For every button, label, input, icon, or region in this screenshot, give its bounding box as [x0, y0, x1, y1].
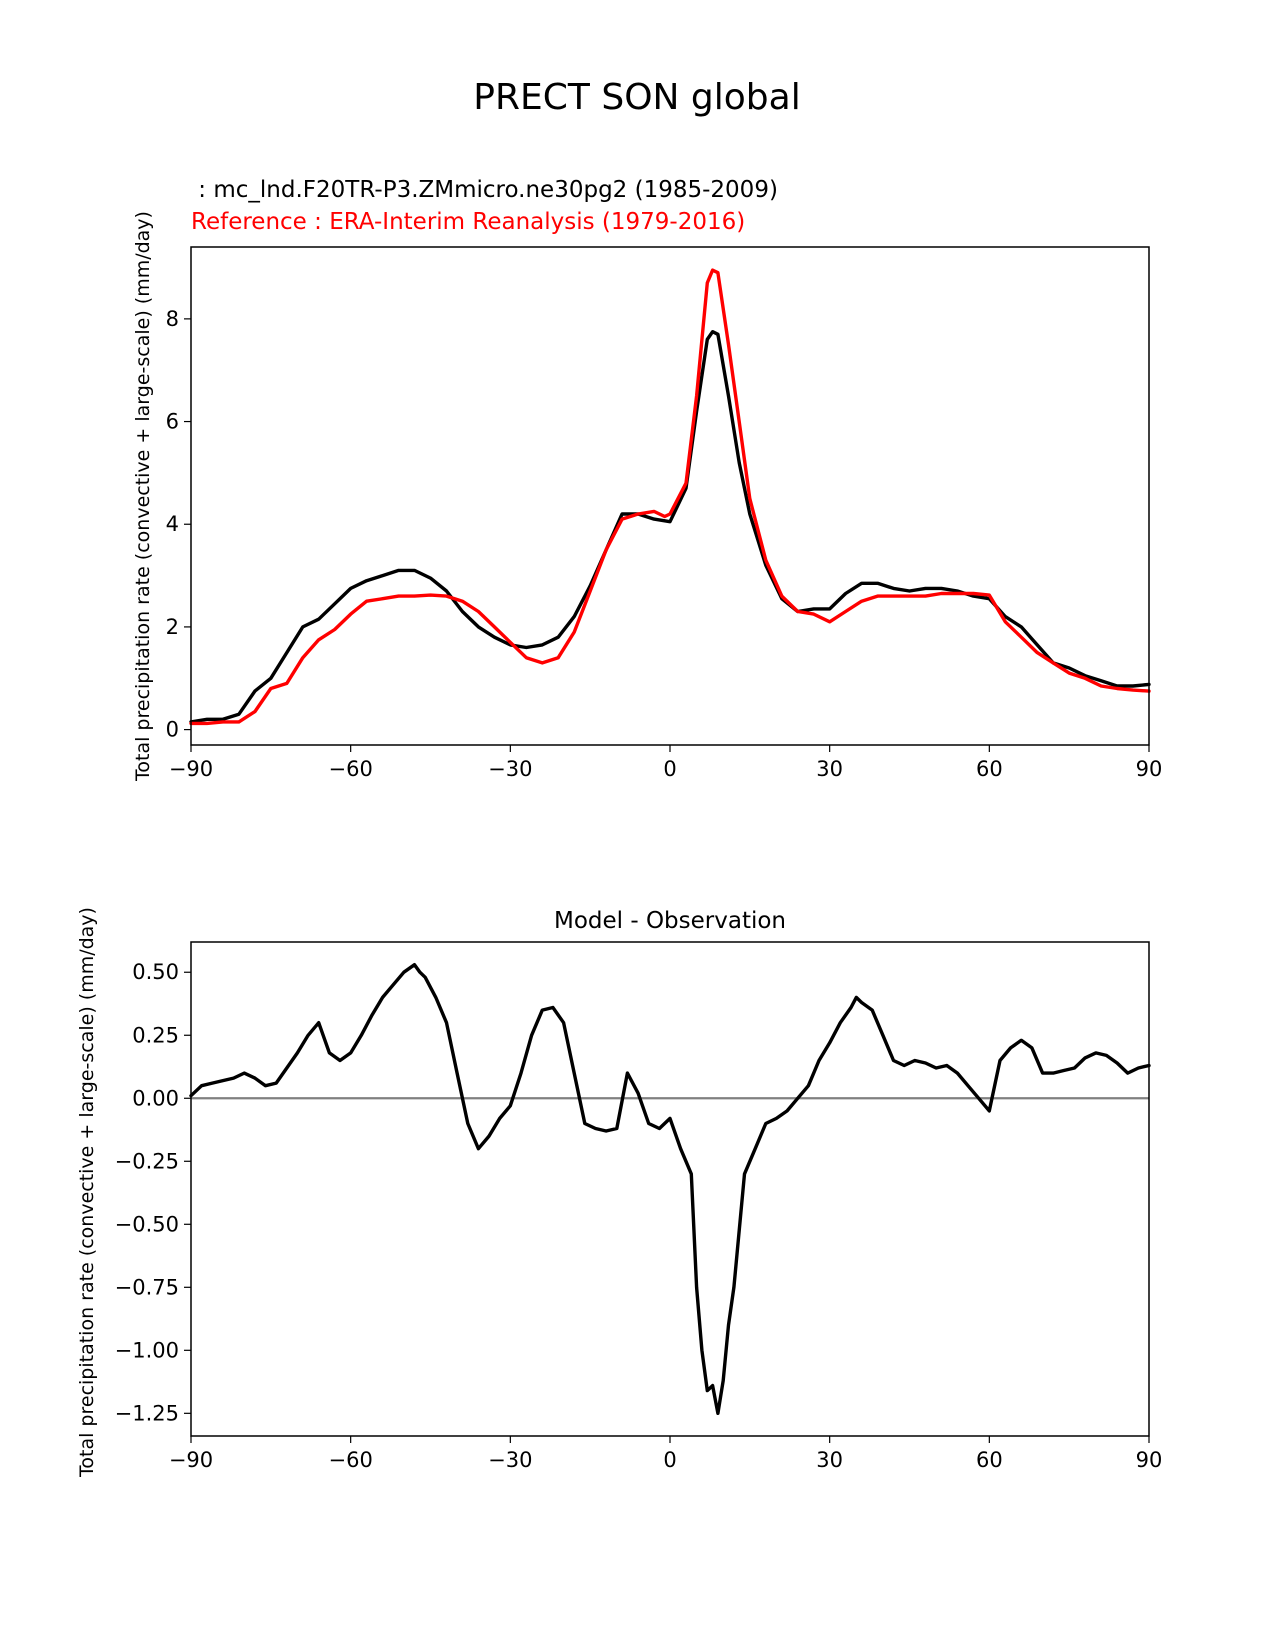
top-y-tick-label: 6 — [166, 410, 179, 434]
bottom-axes-ticks: −90 −60 −30 0 30 60 90 0.50 0.25 0.00 −0.25 −0.50 −0… — [115, 960, 1163, 1472]
bottom-y-tick-label: −0.75 — [115, 1275, 179, 1299]
bottom-y-tick-label: 0.00 — [132, 1086, 179, 1110]
bottom-x-tick-label: 30 — [816, 1448, 843, 1472]
bottom-y-tick-label: −1.25 — [115, 1401, 179, 1425]
bottom-x-tick-label: −30 — [488, 1448, 532, 1472]
top-y-tick-label: 8 — [166, 307, 179, 331]
top-x-tick-label: −60 — [329, 757, 373, 781]
top-x-tick-label: −90 — [169, 757, 213, 781]
top-series-test-line — [189, 330, 1151, 724]
top-series-reference-line — [189, 268, 1151, 726]
bottom-series-difference-line — [189, 963, 1151, 1416]
top-y-axis-label: Total precipitation rate (convective + l… — [132, 211, 154, 782]
bottom-y-axis-label: Total precipitation rate (convective + l… — [76, 907, 98, 1478]
bottom-y-tick-label: −1.00 — [115, 1338, 179, 1362]
top-axes-frame — [190, 246, 1150, 746]
bottom-x-tick-label: 0 — [663, 1448, 676, 1472]
bottom-x-tick-label: 90 — [1136, 1448, 1163, 1472]
bottom-series — [189, 963, 1151, 1416]
bottom-y-tick-label: 0.50 — [132, 960, 179, 984]
top-x-tick-label: 30 — [816, 757, 843, 781]
top-series — [189, 268, 1151, 726]
bottom-y-tick-label: −0.25 — [115, 1149, 179, 1173]
bottom-y-tick-label: 0.25 — [132, 1023, 179, 1047]
figure-title: PRECT SON global — [473, 77, 800, 118]
top-x-tick-label: 0 — [663, 757, 676, 781]
bottom-x-tick-label: −90 — [169, 1448, 213, 1472]
bottom-y-tick-label: −0.50 — [115, 1212, 179, 1236]
top-panel: : mc_lnd.F20TR-P3.ZMmicro.ne30pg2 (1985-… — [132, 177, 1162, 782]
bottom-panel: Model - Observation Total precipitation … — [76, 907, 1162, 1478]
top-y-tick-label: 0 — [166, 718, 179, 742]
top-x-tick-label: 90 — [1136, 757, 1163, 781]
bottom-x-tick-label: −60 — [329, 1448, 373, 1472]
top-x-tick-label: 60 — [976, 757, 1003, 781]
test-label: : mc_lnd.F20TR-P3.ZMmicro.ne30pg2 (1985-… — [191, 177, 778, 203]
reference-label: Reference : ERA-Interim Reanalysis (1979… — [191, 209, 745, 235]
bottom-panel-title: Model - Observation — [554, 908, 786, 934]
top-axes-ticks: −90 −60 −30 0 30 60 90 0 2 4 6 8 — [166, 307, 1163, 781]
bottom-axes-frame — [190, 941, 1150, 1437]
bottom-x-tick-label: 60 — [976, 1448, 1003, 1472]
top-x-tick-label: −30 — [488, 757, 532, 781]
top-y-tick-label: 2 — [166, 615, 179, 639]
top-y-tick-label: 4 — [166, 512, 179, 536]
